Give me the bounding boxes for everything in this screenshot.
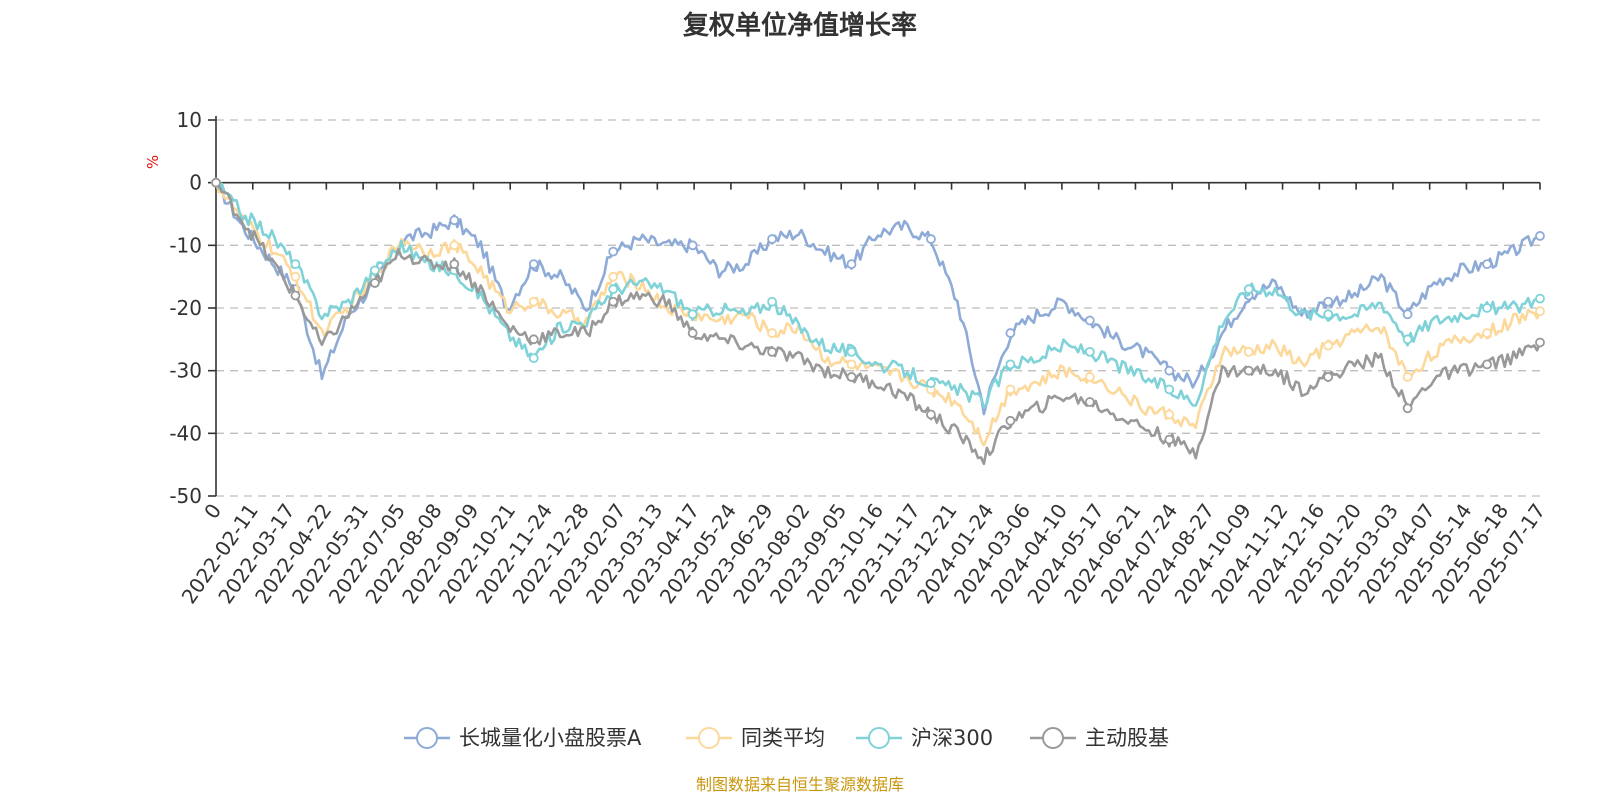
data-point [767,296,777,307]
data-point [449,240,460,251]
legend-label: 长城量化小盘股票A [459,726,642,750]
data-point [687,309,698,320]
data-point [528,296,539,307]
data-point [1482,328,1492,338]
legend-marker-icon [416,727,438,749]
data-point [1084,372,1095,382]
y-tick-label: -50 [169,484,202,508]
data-point [369,278,380,288]
data-point [1323,340,1334,351]
data-point [1005,415,1016,426]
data-point [767,234,777,244]
data-source-note: 制图数据来自恒生聚源数据库 [696,775,904,794]
data-point [687,240,698,251]
chart-title: 复权单位净值增长率 [683,10,917,41]
data-point [290,271,301,282]
data-point [608,284,619,295]
series-line [214,182,1541,409]
data-point [1005,328,1016,338]
legend-item[interactable]: 沪深300 [856,726,993,750]
y-tick-label: 10 [177,108,202,132]
data-point [846,359,857,370]
y-tick-label: 0 [189,171,202,195]
data-point [1164,409,1175,420]
data-point [608,246,619,257]
data-point [846,259,857,270]
data-point [1402,309,1413,320]
legend-label: 主动股基 [1085,726,1169,750]
data-point [846,346,857,357]
data-point [1535,231,1545,241]
data-point [1243,346,1254,357]
legend-item[interactable]: 同类平均 [686,726,825,750]
series-line [215,180,1541,416]
data-point [608,296,619,307]
data-point [1323,296,1334,307]
data-point [290,259,301,270]
legend[interactable]: 长城量化小盘股票A 同类平均 沪深300 主动股基 [404,726,1169,750]
data-point [767,328,777,338]
data-point [1243,365,1254,376]
data-point [926,409,936,420]
data-point [1005,384,1016,395]
data-point [1535,337,1545,348]
legend-item[interactable]: 长城量化小盘股票A [404,726,642,750]
data-point [1402,372,1413,382]
data-point [1535,306,1545,317]
y-tick-label: -10 [169,233,202,257]
data-point [528,259,539,270]
data-point [1164,434,1175,445]
data-point [1084,397,1095,407]
legend-marker-icon [698,727,720,749]
data-point [1482,259,1492,270]
series-line [214,182,1542,447]
y-tick-label: -20 [169,296,202,320]
data-point [926,378,936,389]
data-point [528,334,539,345]
x-tick-label: 0 [199,499,226,523]
legend-item[interactable]: 主动股基 [1030,726,1169,750]
data-point [1005,359,1016,370]
data-point [1243,284,1254,295]
data-point [528,353,539,364]
legend-marker-icon [1042,727,1064,749]
legend-label: 沪深300 [911,726,993,750]
data-point [926,234,936,244]
grid-lines [216,119,1540,497]
data-point [767,346,777,357]
data-point [290,290,301,301]
y-axis-unit: % [144,155,162,169]
data-point [1402,403,1413,414]
data-point [211,177,221,188]
data-point [1164,384,1175,395]
data-point [1164,365,1175,376]
series-line [215,181,1542,466]
data-point [608,271,619,282]
data-point [1323,372,1334,382]
data-point [1323,309,1334,320]
data-point [1084,346,1095,357]
data-point [1084,315,1095,326]
data-point [1535,293,1545,304]
data-point [369,265,380,276]
data-point [1482,359,1492,370]
data-point [449,259,460,270]
data-point [1482,303,1492,313]
legend-marker-icon [868,727,890,749]
y-tick-label: -40 [169,421,202,445]
legend-label: 同类平均 [741,726,825,750]
data-point [846,372,857,382]
y-tick-label: -30 [169,359,202,383]
series-lines [211,177,1545,466]
data-point [449,215,460,226]
data-point [1402,334,1413,345]
data-point [687,328,698,338]
